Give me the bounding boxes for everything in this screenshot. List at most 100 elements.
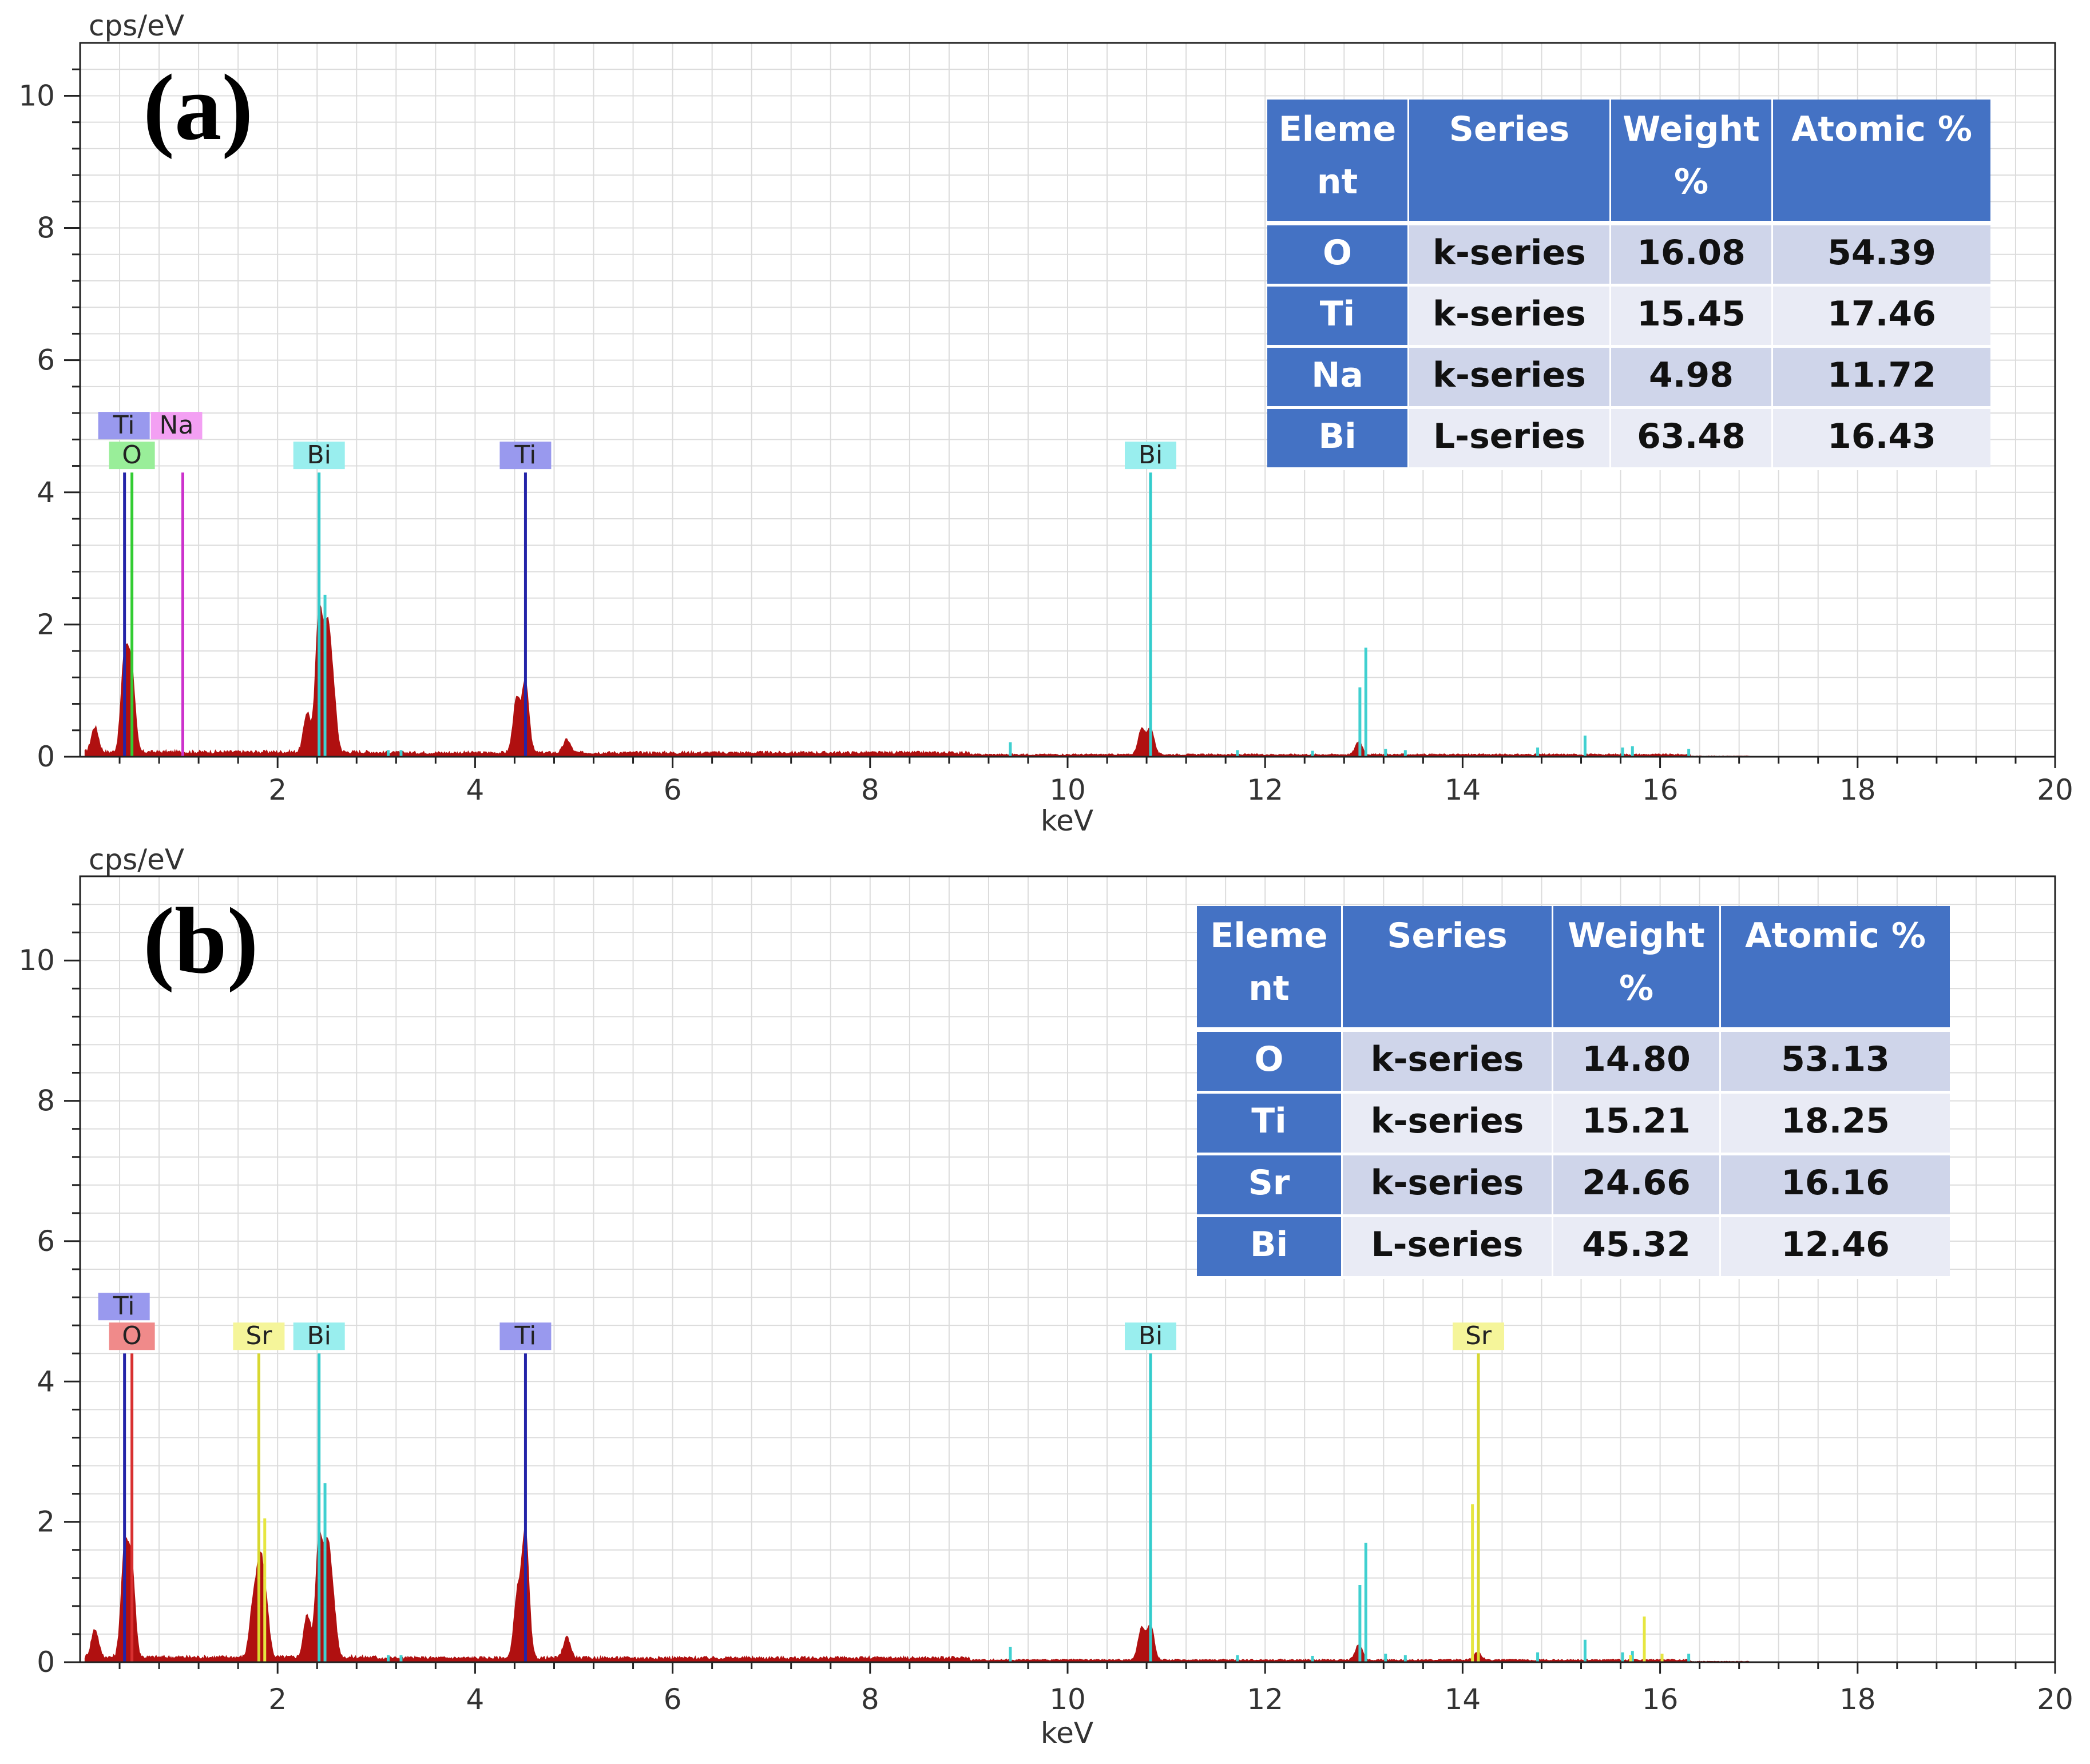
table-header-label: Eleme nt (1210, 916, 1327, 1008)
x-tick-label: 4 (466, 1683, 484, 1716)
table-cell (1773, 225, 1990, 284)
composition-table: Eleme nt Series Weight % Atomic % O k-series 14.… (1197, 906, 1950, 1279)
y-tick-label: 0 (37, 1646, 55, 1679)
element-tag-label: Sr (1465, 1321, 1492, 1350)
table-cell (1611, 409, 1771, 467)
x-tick-label: 20 (2037, 1683, 2073, 1716)
element-tag-label: Ti (514, 1321, 537, 1350)
panel-label: (b) (143, 888, 259, 993)
table-cell (1267, 409, 1407, 467)
panel-label: (a) (143, 55, 253, 160)
element-tag-bg (293, 1322, 345, 1350)
element-tag-bg (1124, 442, 1176, 470)
x-axis-label: keV (1041, 804, 1093, 837)
table-cell (1611, 348, 1771, 406)
y-axis-ticks (64, 68, 80, 758)
element-tag-label: Sr (245, 1321, 272, 1350)
table-value-cell: k-series (1433, 233, 1586, 273)
table-value-cell: 16.16 (1781, 1163, 1890, 1203)
x-tick-label: 8 (861, 1683, 879, 1716)
header-line-2: nt (1317, 162, 1358, 202)
table-header-cell (1343, 906, 1552, 1027)
table-value-cell: 14.80 (1582, 1039, 1691, 1079)
table-header-label: Atomic % (1745, 916, 1926, 956)
table-cell (1611, 287, 1771, 345)
composition-table: Eleme nt Series Weight % Atomic % O k-series 16.… (1267, 100, 1990, 470)
table-header-cell (1267, 100, 1407, 221)
element-tag-bg (499, 442, 552, 470)
x-tick-label: 18 (1839, 773, 1876, 806)
x-tick-label: 14 (1445, 1683, 1481, 1716)
table-header-label: Weight% (1568, 916, 1705, 1008)
table-element-cell: O (1323, 233, 1352, 273)
x-tick-label: 10 (1049, 773, 1086, 806)
x-axis-ticks (118, 1662, 2056, 1674)
element-tag-bg (98, 1293, 150, 1321)
table-cell (1553, 1094, 1719, 1153)
element-tag-bg (1124, 1322, 1176, 1350)
table-cell (1343, 1217, 1552, 1276)
table-cell (1553, 1155, 1719, 1214)
x-axis-label: keV (1041, 1717, 1093, 1750)
x-tick-label: 18 (1839, 1683, 1876, 1716)
table-header-label: Weight% (1623, 109, 1760, 202)
table-value-cell: 45.32 (1582, 1225, 1691, 1265)
table-value-cell: L-series (1433, 416, 1585, 456)
element-tag-bg (1453, 1322, 1505, 1350)
table-cell (1409, 225, 1609, 284)
table-cell (1409, 348, 1609, 406)
element-tag-bg (499, 1322, 552, 1350)
table-value-cell: 17.46 (1827, 294, 1936, 334)
y-tick-label: 2 (37, 1505, 55, 1539)
y-tick-label: 4 (37, 476, 55, 509)
table-header-cell (1721, 906, 1950, 1027)
element-tag-label: Bi (1139, 440, 1163, 470)
table-header-label: Series (1387, 916, 1507, 956)
element-tag-label: Bi (307, 440, 331, 470)
table-value-cell: k-series (1371, 1101, 1524, 1141)
x-tick-label: 2 (268, 773, 287, 806)
table-header-label: Atomic % (1791, 109, 1972, 149)
table-value-cell: 24.66 (1582, 1163, 1691, 1203)
table-cell (1721, 1155, 1950, 1214)
x-tick-label: 10 (1049, 1683, 1086, 1716)
x-tick-label: 12 (1247, 773, 1283, 806)
element-tag-label: Ti (113, 411, 135, 440)
y-axis-label: cps/eV (89, 9, 184, 42)
x-axis-ticks (118, 757, 2056, 768)
element-tag-label: Ti (113, 1292, 135, 1321)
x-tick-label: 8 (861, 773, 879, 806)
table-cell (1409, 287, 1609, 345)
table-value-cell: 15.45 (1637, 294, 1746, 334)
chart-panel-b: TiO Sr Bi Ti Bi Sr2 4 6 8 10 12 14 16 18 200246810cps/… (18, 843, 2073, 1750)
table-value-cell: k-series (1433, 294, 1586, 334)
y-tick-label: 8 (37, 212, 55, 245)
table-cell (1721, 1032, 1950, 1091)
spectrum-area (84, 604, 1750, 757)
table-cell (1197, 1094, 1341, 1153)
y-axis-ticks (64, 903, 80, 1663)
table-value-cell: k-series (1371, 1039, 1524, 1079)
table-header-label: Eleme nt (1279, 109, 1396, 202)
table-value-cell: k-series (1433, 355, 1586, 395)
x-tick-label: 6 (664, 1683, 682, 1716)
table-value-cell: 12.46 (1781, 1225, 1890, 1265)
header-line-1: Weight (1568, 916, 1705, 956)
table-element-cell: Sr (1248, 1163, 1290, 1203)
table-header-cell (1409, 100, 1609, 221)
table-value-cell: 11.72 (1827, 355, 1936, 395)
header-line-1: Weight (1623, 109, 1760, 149)
x-tick-label: 14 (1445, 773, 1481, 806)
table-cell (1773, 409, 1990, 467)
table-value-cell: 63.48 (1637, 416, 1746, 456)
x-tick-label: 16 (1642, 773, 1679, 806)
x-tick-label: 16 (1642, 1683, 1679, 1716)
table-header-cell (1611, 100, 1771, 221)
table-cell (1197, 1032, 1341, 1091)
y-tick-label: 0 (37, 740, 55, 773)
element-tag-bg (109, 442, 155, 470)
header-line-2: % (1674, 162, 1708, 202)
y-tick-label: 10 (18, 79, 55, 112)
